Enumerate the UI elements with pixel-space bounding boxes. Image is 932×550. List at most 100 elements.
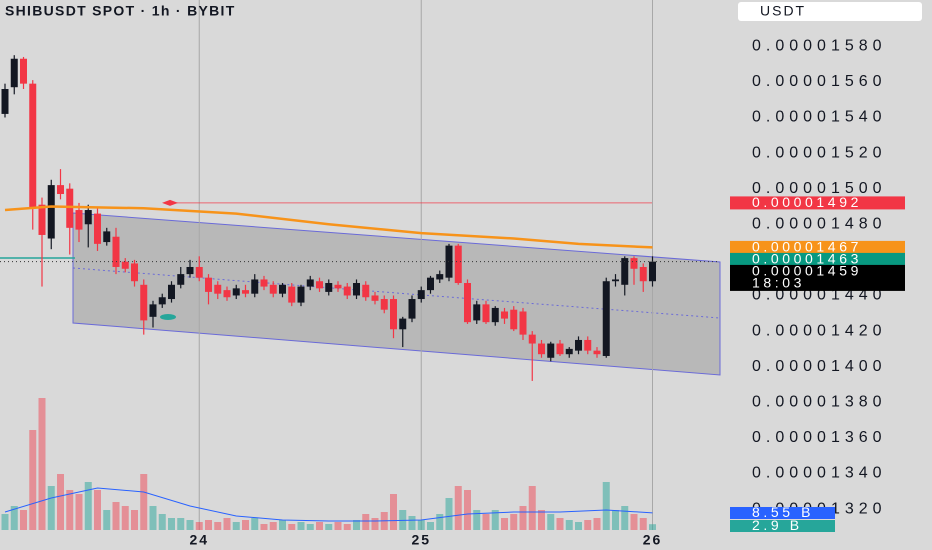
candle-body xyxy=(205,277,212,292)
teal-marker xyxy=(160,314,176,320)
volume-bar xyxy=(519,506,527,530)
volume-bar xyxy=(612,510,619,530)
candle-body xyxy=(593,350,601,355)
candle-body xyxy=(399,318,407,330)
candle-body xyxy=(103,231,111,243)
candle-body xyxy=(195,266,203,278)
volume-bar xyxy=(149,506,157,530)
candle-body xyxy=(547,343,555,358)
volume-bar xyxy=(121,506,129,530)
candle-body xyxy=(177,274,185,285)
y-tick-label: 0.00001540 xyxy=(752,109,887,126)
volume-bar xyxy=(445,498,453,530)
volume-bar xyxy=(408,516,416,530)
candle-body xyxy=(602,281,610,356)
candle-body xyxy=(621,258,629,285)
volume-ma-label-box xyxy=(730,507,835,519)
candle-body xyxy=(29,83,37,209)
volume-bar xyxy=(427,522,434,530)
volume-bar xyxy=(1,514,9,530)
candle-body xyxy=(639,266,647,282)
volume-bar xyxy=(639,518,647,530)
price-label-box xyxy=(730,264,905,291)
x-tick-label: 25 xyxy=(411,532,431,548)
volume-bar xyxy=(242,520,249,530)
volume-bar xyxy=(10,506,18,530)
candle-body xyxy=(38,204,46,235)
volume-bar xyxy=(29,430,37,530)
volume-bar xyxy=(84,482,92,530)
volume-label-box xyxy=(730,520,835,532)
candle-body xyxy=(491,307,499,323)
candle-body xyxy=(306,279,314,287)
volume-bar xyxy=(112,502,120,530)
volume-bar xyxy=(325,524,333,530)
volume-bar xyxy=(464,490,471,530)
candle-body xyxy=(464,283,471,323)
volume-bar xyxy=(501,518,508,530)
volume-bar xyxy=(343,524,351,530)
volume-bar xyxy=(168,518,175,530)
candle-body xyxy=(131,263,138,282)
volume-bar xyxy=(473,510,481,530)
y-tick-label: 0.00001420 xyxy=(752,322,887,339)
volume-label: 2.9 B xyxy=(752,517,803,533)
volume-bar xyxy=(288,524,296,530)
volume-bar xyxy=(510,514,518,530)
volume-bar xyxy=(602,482,610,530)
candle-body xyxy=(473,304,481,321)
candle-body xyxy=(297,286,305,303)
volume-bar xyxy=(158,514,166,530)
candle-body xyxy=(186,266,194,275)
volume-bar xyxy=(491,510,499,530)
volume-bar xyxy=(538,510,545,530)
volume-bar xyxy=(57,474,64,530)
price-label-box xyxy=(730,240,905,254)
parallel-channel xyxy=(72,212,721,376)
volume-bar xyxy=(621,506,629,530)
volume-bar xyxy=(528,486,536,530)
candle-body xyxy=(158,297,166,305)
volume-bar xyxy=(186,520,194,530)
candle-body xyxy=(584,339,592,351)
candle-body xyxy=(436,274,444,280)
y-tick-label: 0.00001400 xyxy=(752,358,887,375)
price-label: 0.00001492 xyxy=(752,194,862,210)
y-tick-label: 0.00001340 xyxy=(752,465,887,482)
candle-body xyxy=(75,210,83,230)
price-label: 0.00001459 xyxy=(752,263,862,279)
price-label: 0.00001467 xyxy=(752,239,862,255)
volume-ma-label: 8.55 B xyxy=(752,504,814,520)
candle-body xyxy=(242,290,249,294)
candle-body xyxy=(149,304,157,317)
x-tick-label: 26 xyxy=(643,532,663,548)
candle-body xyxy=(417,290,425,300)
y-tick-label: 0.00001360 xyxy=(752,429,887,446)
candle-body xyxy=(260,279,268,287)
candle-body xyxy=(630,258,638,269)
candle-body xyxy=(47,185,55,239)
volume-bar xyxy=(94,490,101,530)
candle-body xyxy=(519,311,527,335)
currency-box xyxy=(738,2,922,21)
candle-body xyxy=(94,213,101,244)
candle-body xyxy=(408,299,416,319)
volume-bar xyxy=(593,518,601,530)
candle-body xyxy=(316,281,323,289)
candle-body xyxy=(223,290,231,298)
volume-bar xyxy=(20,510,27,530)
y-tick-label: 0.00001520 xyxy=(752,144,887,161)
volume-bar xyxy=(306,524,314,530)
volume-bar xyxy=(214,522,222,530)
volume-ma-line xyxy=(4,487,653,522)
volume-bar xyxy=(251,518,259,530)
candle-body xyxy=(84,210,92,225)
volume-bar xyxy=(260,524,268,530)
plot-layer: 24 25 26 0.00001580 0.00001560 0.00001540 0.00… xyxy=(0,0,905,548)
candle-body xyxy=(380,299,388,310)
volume-bar xyxy=(565,520,573,530)
volume-bar xyxy=(575,522,582,530)
candle-body xyxy=(121,261,129,269)
y-tick-label: 0.00001440 xyxy=(752,287,887,304)
